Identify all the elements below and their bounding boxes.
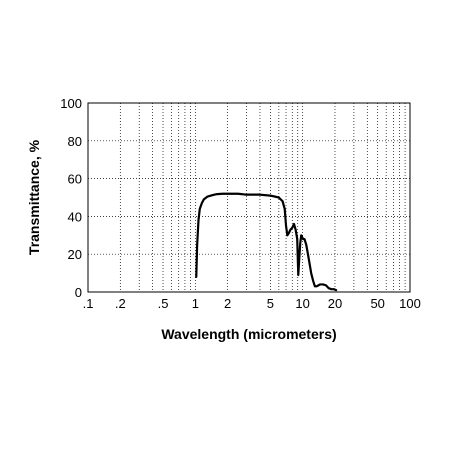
x-tick-labels: .1 .2 .5 1 2 5 10 20 50 100 xyxy=(83,296,421,311)
x-tick-label: 100 xyxy=(399,296,421,311)
y-tick-label: 0 xyxy=(75,285,82,300)
y-tick-label: 100 xyxy=(60,96,82,111)
y-tick-label: 40 xyxy=(68,209,82,224)
y-tick-label: 80 xyxy=(68,134,82,149)
grid xyxy=(88,103,410,292)
y-tick-labels: 0 20 40 60 80 100 xyxy=(60,96,82,300)
x-tick-label: 50 xyxy=(370,296,384,311)
x-tick-label: .5 xyxy=(158,296,169,311)
x-tick-label: 1 xyxy=(192,296,199,311)
x-tick-label: .1 xyxy=(83,296,94,311)
y-tick-label: 60 xyxy=(68,172,82,187)
y-axis-label: Transmittance, % xyxy=(26,139,42,255)
x-tick-label: 5 xyxy=(267,296,274,311)
x-tick-label: 20 xyxy=(328,296,342,311)
y-tick-label: 20 xyxy=(68,247,82,262)
x-tick-label: 10 xyxy=(295,296,309,311)
series-line-transmittance xyxy=(195,192,338,292)
plot-frame xyxy=(87,102,411,293)
x-axis-label: Wavelength (micrometers) xyxy=(161,326,336,342)
x-tick-label: 2 xyxy=(224,296,231,311)
x-tick-label: .2 xyxy=(115,296,126,311)
